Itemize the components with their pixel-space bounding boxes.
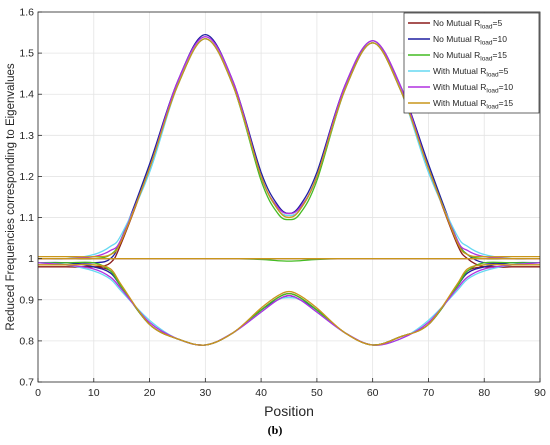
x-tick-label: 40 <box>255 387 267 399</box>
y-tick-label: 0.7 <box>19 377 34 389</box>
y-tick-label: 1.3 <box>19 130 34 142</box>
series-lines <box>37 33 541 346</box>
y-tick-label: 1.5 <box>19 48 34 60</box>
x-tick-label: 10 <box>88 387 100 399</box>
legend-label: With Mutual Rload=10 <box>433 82 513 95</box>
x-tick-label: 60 <box>367 387 379 399</box>
x-tick-label: 80 <box>478 387 490 399</box>
x-tick-label: 0 <box>35 387 41 399</box>
legend-label: With Mutual Rload=15 <box>433 98 513 111</box>
series-5-branch-1-line <box>37 36 541 260</box>
x-tick-label: 70 <box>423 387 435 399</box>
legend: No Mutual Rload=5 No Mutual Rload=10 No Mu… <box>403 12 540 114</box>
series-4-branch-3-line <box>37 262 541 346</box>
legend-label: No Mutual Rload=15 <box>433 50 507 63</box>
figure-caption: (b) <box>267 423 283 437</box>
x-tick-label: 50 <box>311 387 323 399</box>
series-4-branch-1-line <box>37 38 541 260</box>
axis-ticks: 0 10 20 30 40 50 60 70 80 90 0.7 0.8 0.9 1 1.1 1.2 1.3 1.… <box>19 7 546 400</box>
legend-label: No Mutual Rload=5 <box>433 18 503 31</box>
plot-frame <box>37 11 541 383</box>
y-tick-label: 1.1 <box>19 212 34 224</box>
y-tick-label: 1 <box>28 253 34 265</box>
y-tick-label: 1.6 <box>19 7 34 19</box>
y-tick-label: 1.4 <box>19 89 34 101</box>
series-5-branch-3-line <box>37 262 541 346</box>
x-axis-label: Position <box>264 403 314 419</box>
y-tick-label: 1.2 <box>19 171 34 183</box>
series-3-branch-3-line <box>38 261 540 346</box>
legend-label: With Mutual Rload=5 <box>433 66 509 79</box>
legend-label: No Mutual Rload=10 <box>433 34 507 47</box>
x-tick-label: 30 <box>199 387 211 399</box>
eigenvalue-chart: 0 10 20 30 40 50 60 70 80 90 0.7 0.8 0.9 1 1.1 1.2 1.3 1.… <box>5 7 546 420</box>
series-6-branch-1-line <box>38 38 540 258</box>
y-axis-label: Reduced Frequencies corresponding to Eig… <box>5 63 17 330</box>
series-6-branch-3-line <box>37 263 540 346</box>
y-tick-label: 0.9 <box>19 294 34 306</box>
x-tick-label: 20 <box>144 387 156 399</box>
legend-box <box>403 12 540 114</box>
x-tick-label: 90 <box>534 387 546 399</box>
y-tick-label: 0.8 <box>19 335 34 347</box>
